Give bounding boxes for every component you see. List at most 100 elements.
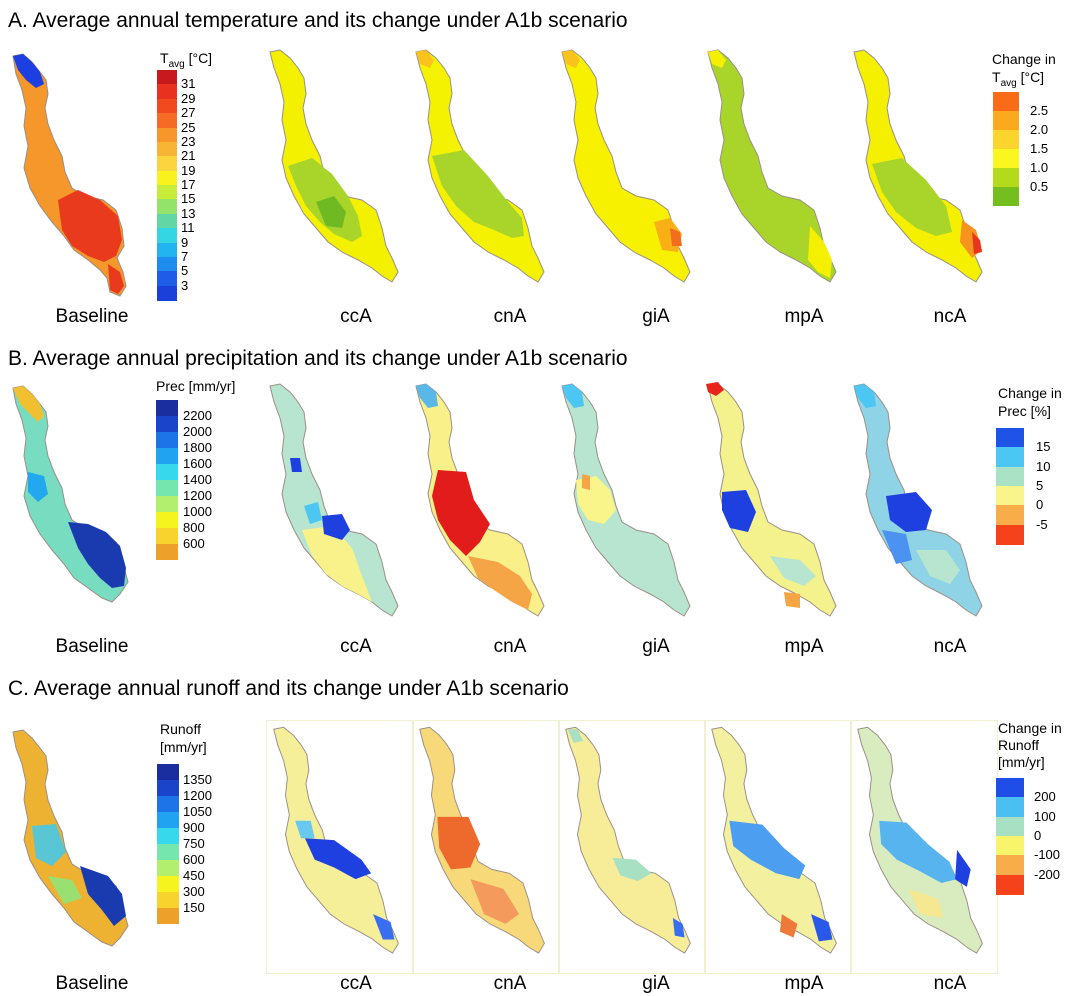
legend-swatch bbox=[157, 828, 179, 844]
legend-tick-label: 27 bbox=[181, 105, 196, 121]
legend-swatch bbox=[156, 496, 178, 512]
legend-tick-label: 450 bbox=[183, 868, 205, 883]
legend-swatch bbox=[156, 512, 178, 528]
legend-tick-label: 25 bbox=[181, 119, 196, 135]
legend-swatch bbox=[157, 844, 179, 860]
map-frame-ccA bbox=[266, 720, 414, 974]
legend-tick-label: 5 bbox=[1036, 478, 1044, 493]
legend-title-tavg: Tavg [°C] bbox=[160, 50, 213, 70]
legend-title-runoff: Runoff [mm/yr] bbox=[160, 721, 207, 755]
legend-title-prec: Prec [mm/yr] bbox=[156, 378, 236, 394]
map-cnA bbox=[415, 49, 545, 283]
legend-swatch bbox=[157, 127, 177, 143]
legend-bar-tavg bbox=[157, 70, 177, 301]
legend-swatch bbox=[996, 797, 1024, 818]
legend-bar-change-prec bbox=[996, 428, 1024, 545]
legend-swatch bbox=[157, 764, 179, 780]
map-label-cca: ccA bbox=[340, 973, 372, 994]
legend-title-change-tavg: Change in Tavg [°C] bbox=[992, 51, 1056, 89]
map-giA bbox=[565, 726, 691, 954]
map-cnA bbox=[415, 383, 545, 617]
legend-swatch bbox=[996, 505, 1024, 526]
legend-swatch bbox=[157, 84, 177, 100]
legend-swatch bbox=[157, 141, 177, 157]
legend-tick-label: 23 bbox=[181, 133, 196, 149]
legend-tick-label: 2000 bbox=[183, 424, 212, 439]
legend-swatch bbox=[996, 524, 1024, 545]
map-frame-cnA bbox=[412, 720, 560, 974]
legend-bar-change-tavg bbox=[993, 92, 1019, 206]
legend-title-change-runoff: Change in Runoff [mm/yr] bbox=[998, 720, 1062, 770]
legend-tick-label: 0.5 bbox=[1030, 179, 1049, 194]
legend-tick-label: 0 bbox=[1034, 828, 1042, 843]
legend-swatch bbox=[157, 271, 177, 287]
legend-swatch bbox=[157, 876, 179, 892]
map-label-cca: ccA bbox=[340, 636, 372, 657]
legend-tick-label: 21 bbox=[181, 148, 196, 164]
map-label-mpa: mpA bbox=[784, 306, 824, 327]
legend-tick-label: 15 bbox=[181, 191, 196, 207]
legend-tick-label: -100 bbox=[1034, 847, 1061, 863]
map-giA bbox=[561, 49, 691, 283]
legend-tick-label: 100 bbox=[1034, 808, 1056, 824]
legend-tick-label: 29 bbox=[181, 90, 196, 106]
legend-swatch bbox=[156, 544, 178, 560]
legend-tick-label: 13 bbox=[181, 205, 196, 221]
legend-swatch bbox=[993, 92, 1019, 111]
legend-swatch bbox=[156, 448, 178, 464]
legend-bar-runoff bbox=[157, 764, 179, 924]
legend-swatch bbox=[157, 242, 177, 258]
legend-swatch bbox=[157, 285, 177, 301]
legend-tick-label: 10 bbox=[1036, 458, 1051, 474]
map-ccA bbox=[269, 383, 399, 617]
legend-swatch bbox=[993, 111, 1019, 130]
map-label-cna: cnA bbox=[493, 636, 527, 657]
legend-swatch bbox=[157, 860, 179, 876]
map-baseline bbox=[12, 385, 129, 603]
panel-runoff: C. Average annual runoff and its change … bbox=[0, 668, 1072, 996]
legend-tick-label: -200 bbox=[1034, 866, 1061, 882]
legend-swatch bbox=[157, 156, 177, 172]
map-label-gia: giA bbox=[642, 636, 670, 657]
legend-swatch bbox=[993, 130, 1019, 149]
map-cnA bbox=[419, 726, 545, 954]
legend-swatch bbox=[157, 256, 177, 272]
map-mpA bbox=[706, 382, 837, 617]
legend-swatch bbox=[156, 400, 178, 416]
legend-tick-label: 1.5 bbox=[1030, 141, 1049, 156]
map-label-mpa: mpA bbox=[784, 973, 824, 994]
map-label-nca: ncA bbox=[933, 973, 967, 994]
legend-tick-label: 1600 bbox=[183, 456, 212, 471]
map-label-gia: giA bbox=[642, 306, 670, 327]
legend-tick-label: 1800 bbox=[183, 440, 212, 455]
map-ncA bbox=[853, 49, 983, 283]
legend-tick-label: 9 bbox=[181, 234, 189, 250]
map-giA bbox=[561, 383, 691, 617]
legend-tick-label: 1400 bbox=[183, 472, 212, 487]
map-label-baseline: Baseline bbox=[55, 973, 129, 994]
map-ccA bbox=[273, 726, 399, 954]
legend-tick-label: 2200 bbox=[183, 408, 212, 423]
map-mpA bbox=[707, 49, 837, 283]
legend-bar-prec bbox=[156, 400, 178, 560]
legend-swatch bbox=[156, 480, 178, 496]
legend-tick-label: 31 bbox=[181, 76, 196, 92]
legend-tick-label: 0 bbox=[1036, 497, 1044, 513]
map-ccA bbox=[269, 49, 399, 283]
map-label-baseline: Baseline bbox=[55, 636, 129, 657]
legend-swatch bbox=[157, 812, 179, 828]
map-baseline bbox=[12, 729, 129, 947]
legend-swatch bbox=[996, 486, 1024, 506]
map-label-cna: cnA bbox=[493, 973, 527, 994]
legend-tick-label: 1050 bbox=[183, 804, 212, 819]
legend-tick-label: -5 bbox=[1036, 516, 1048, 532]
legend-swatch bbox=[996, 874, 1024, 895]
legend-tick-label: 750 bbox=[183, 836, 205, 851]
legend-swatch bbox=[157, 70, 177, 85]
legend-tick-label: 11 bbox=[181, 220, 195, 236]
legend-swatch bbox=[996, 447, 1024, 468]
legend-tick-label: 900 bbox=[183, 820, 205, 835]
legend-swatch bbox=[996, 836, 1024, 856]
legend-tick-label: 3 bbox=[181, 277, 189, 293]
panel-temperature: A. Average annual temperature and its ch… bbox=[0, 0, 1072, 332]
